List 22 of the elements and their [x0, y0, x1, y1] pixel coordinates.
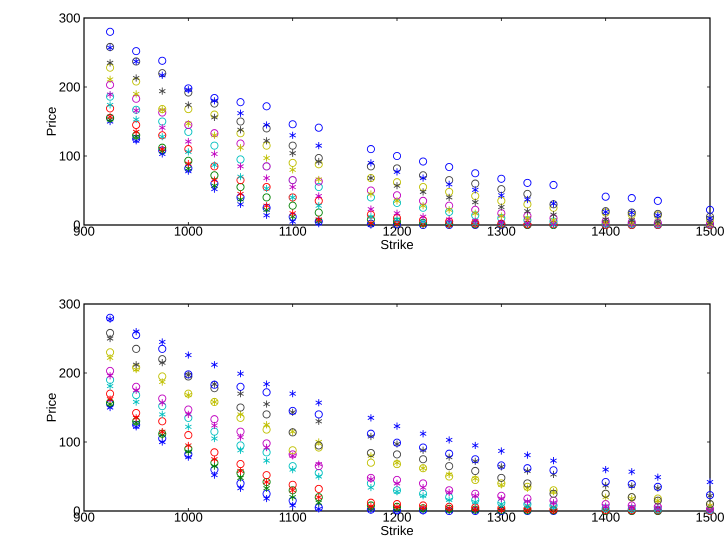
x-tick-label: 1200: [384, 512, 411, 522]
y-axis-title: Price: [46, 393, 56, 422]
x-tick-label: 1100: [280, 512, 306, 522]
y-axis-title: Price: [46, 107, 56, 136]
y-tick-label: 100: [60, 151, 80, 161]
x-tick-label: 1000: [174, 512, 202, 522]
x-tick-label: 1100: [280, 226, 306, 236]
x-tick-label: 1500: [696, 512, 724, 522]
x-axis-title: Strike: [380, 526, 414, 536]
y-tick-label: 100: [60, 437, 80, 447]
y-tick-label: 200: [59, 368, 80, 378]
x-axis-title: Strike: [380, 240, 414, 250]
y-tick-label: 200: [59, 82, 80, 92]
x-tick-label: 1300: [488, 512, 516, 522]
y-tick-label: 300: [59, 13, 80, 23]
x-tick-label: 1000: [174, 226, 202, 236]
y-tick-label: 300: [59, 299, 80, 309]
x-tick-label: 1500: [696, 226, 724, 236]
x-tick-label: 1400: [592, 226, 620, 236]
x-tick-label: 1400: [592, 512, 620, 522]
x-tick-label: 1300: [488, 226, 516, 236]
x-tick-label: 1200: [384, 226, 411, 236]
